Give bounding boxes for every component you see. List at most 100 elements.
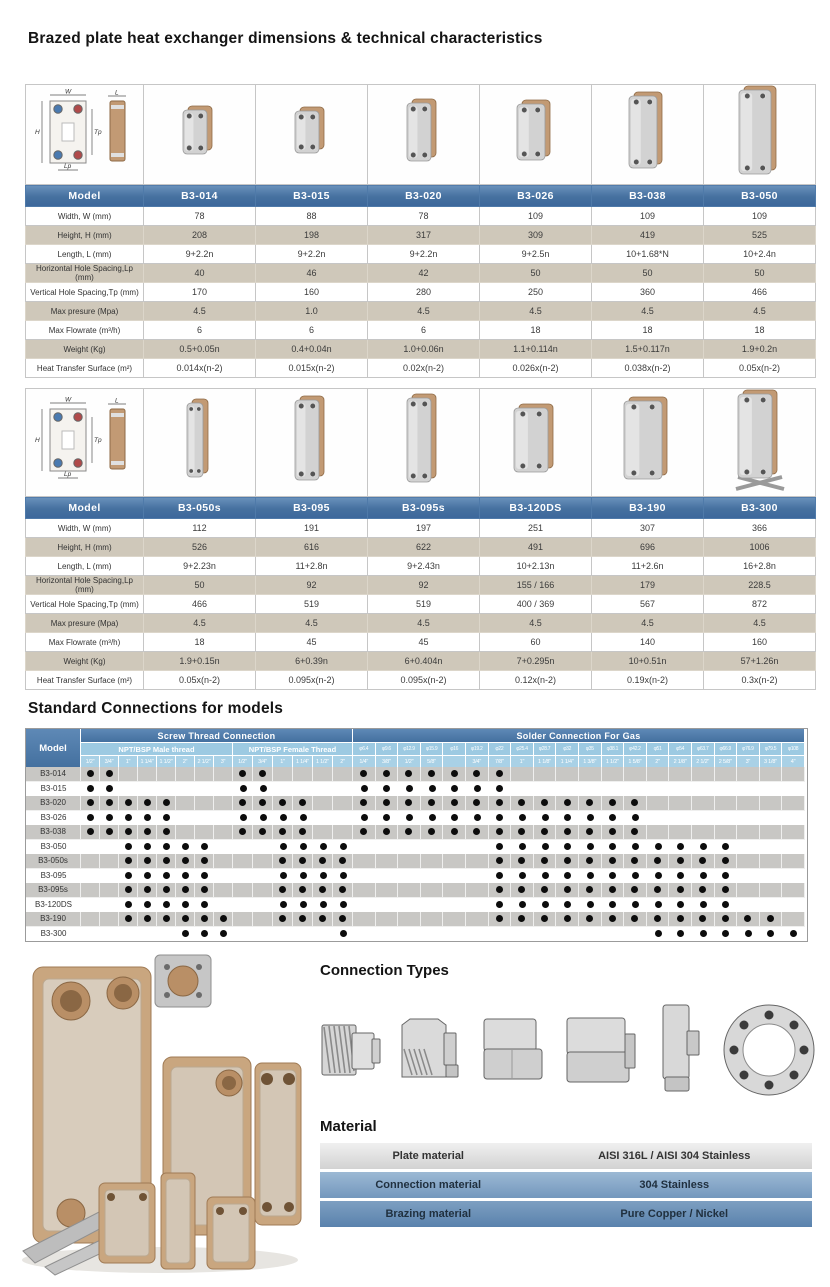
solder-cell	[443, 840, 466, 855]
model-header-row: Model B3-050s B3-095 B3-095s B3-120DS B3-190 B…	[25, 496, 816, 519]
connection-dot	[495, 886, 503, 894]
spec-label: Max presure (Mpa)	[25, 613, 144, 633]
spec-value: 1.0	[255, 301, 368, 321]
solder-size-header: 2 1/8"	[669, 755, 692, 767]
solder-cell	[421, 869, 444, 884]
solder-cell	[669, 840, 692, 855]
solder-cell	[376, 782, 399, 797]
connection-dot	[541, 886, 549, 894]
solder-cell	[691, 883, 715, 898]
product-image	[703, 84, 816, 185]
connection-row	[81, 854, 805, 869]
female-thread-cell	[253, 883, 273, 898]
male-thread-cell	[138, 883, 157, 898]
solder-cell	[465, 854, 489, 869]
solder-cell	[737, 811, 760, 826]
connection-dot	[609, 901, 617, 909]
connection-dot	[299, 886, 306, 894]
female-thread-cell	[333, 796, 353, 811]
spec-label: Height, H (mm)	[25, 537, 144, 557]
spec-value: 4.5	[143, 301, 256, 321]
solder-cell	[443, 912, 466, 927]
solder-cell	[601, 825, 625, 840]
connection-dot	[496, 785, 504, 793]
connection-row	[81, 912, 805, 927]
connection-dot	[473, 770, 481, 778]
solder-cell	[375, 912, 399, 927]
spec-value: 0.038x(n-2)	[591, 358, 704, 378]
connection-dot	[143, 915, 151, 923]
connection-dot	[496, 901, 504, 909]
male-thread-cell	[214, 854, 233, 869]
solder-cell	[375, 825, 399, 840]
female-thread-cell	[273, 825, 293, 840]
solder-size-header: 3/8"	[375, 755, 399, 767]
male-thread-cell	[195, 898, 214, 913]
female-thread-cell	[293, 782, 313, 797]
spec-value: 0.014x(n-2)	[143, 358, 256, 378]
connection-dot	[699, 843, 707, 851]
female-thread-cell	[313, 854, 333, 869]
spec-value: 6	[143, 320, 256, 340]
female-thread-cell	[333, 869, 353, 884]
male-thread-cell	[138, 840, 157, 855]
solder-cell	[466, 898, 489, 913]
spec-value: 7+0.295n	[479, 651, 592, 671]
male-thread-cell	[81, 796, 100, 811]
spec-value: 519	[367, 594, 480, 614]
connection-dot	[495, 915, 503, 923]
solder-cell	[556, 854, 579, 869]
female-thread-cell	[313, 825, 333, 840]
solder-cell	[646, 854, 670, 869]
male-thread-cell	[176, 825, 195, 840]
solder-cell	[489, 811, 512, 826]
solder-cell	[511, 811, 534, 826]
spec-value: 10+1.68*N	[591, 244, 704, 264]
male-thread-cell	[195, 869, 214, 884]
connection-dot	[405, 799, 413, 807]
connection-types-row	[320, 995, 817, 1110]
female-thread-cell	[273, 898, 293, 913]
female-thread-cell	[333, 840, 353, 855]
spec-label: Width, W (mm)	[25, 206, 144, 226]
solder-cell	[556, 912, 579, 927]
female-thread-cell	[293, 840, 313, 855]
connection-dot	[676, 915, 684, 923]
solder-cell	[353, 796, 376, 811]
connection-dot	[299, 843, 307, 851]
spec-value: 50	[703, 263, 816, 283]
spec-value: 92	[367, 575, 480, 595]
female-thread-cell	[253, 840, 273, 855]
solder-cell	[398, 782, 421, 797]
connection-dot	[382, 799, 390, 807]
female-thread-cell	[273, 912, 293, 927]
male-thread-cell	[100, 840, 119, 855]
connection-dot	[450, 770, 458, 778]
male-thread-cell	[214, 825, 233, 840]
solder-diameter-header: φ79.5	[759, 742, 783, 755]
female-thread-cell	[293, 927, 313, 942]
spec-value: 1.5+0.117n	[591, 339, 704, 359]
male-thread-cell	[176, 898, 195, 913]
spec-value: 366	[703, 518, 816, 538]
solder-cell	[782, 912, 805, 927]
male-thread-cell	[81, 782, 100, 797]
solder-cell	[760, 840, 783, 855]
connections-table: Model B3-014 B3-015 B3-020 B3-026 B3-038 B3-05…	[25, 728, 808, 942]
spec-value: 309	[479, 225, 592, 245]
solder-cell	[737, 898, 760, 913]
solder-cell	[760, 898, 783, 913]
spec-value: 466	[703, 282, 816, 302]
spec-value: 0.05x(n-2)	[703, 358, 816, 378]
model-name: B3-095	[255, 496, 368, 519]
female-thread-cell	[233, 767, 253, 782]
female-thread-cell	[293, 796, 313, 811]
spec-value: 50	[591, 263, 704, 283]
male-thread-cell	[214, 796, 233, 811]
connection-dot	[339, 886, 346, 894]
connection-row	[81, 898, 805, 913]
connection-dot	[676, 857, 684, 865]
solder-cell	[376, 927, 399, 942]
solder-cell	[443, 927, 466, 942]
connection-dot	[541, 857, 549, 865]
